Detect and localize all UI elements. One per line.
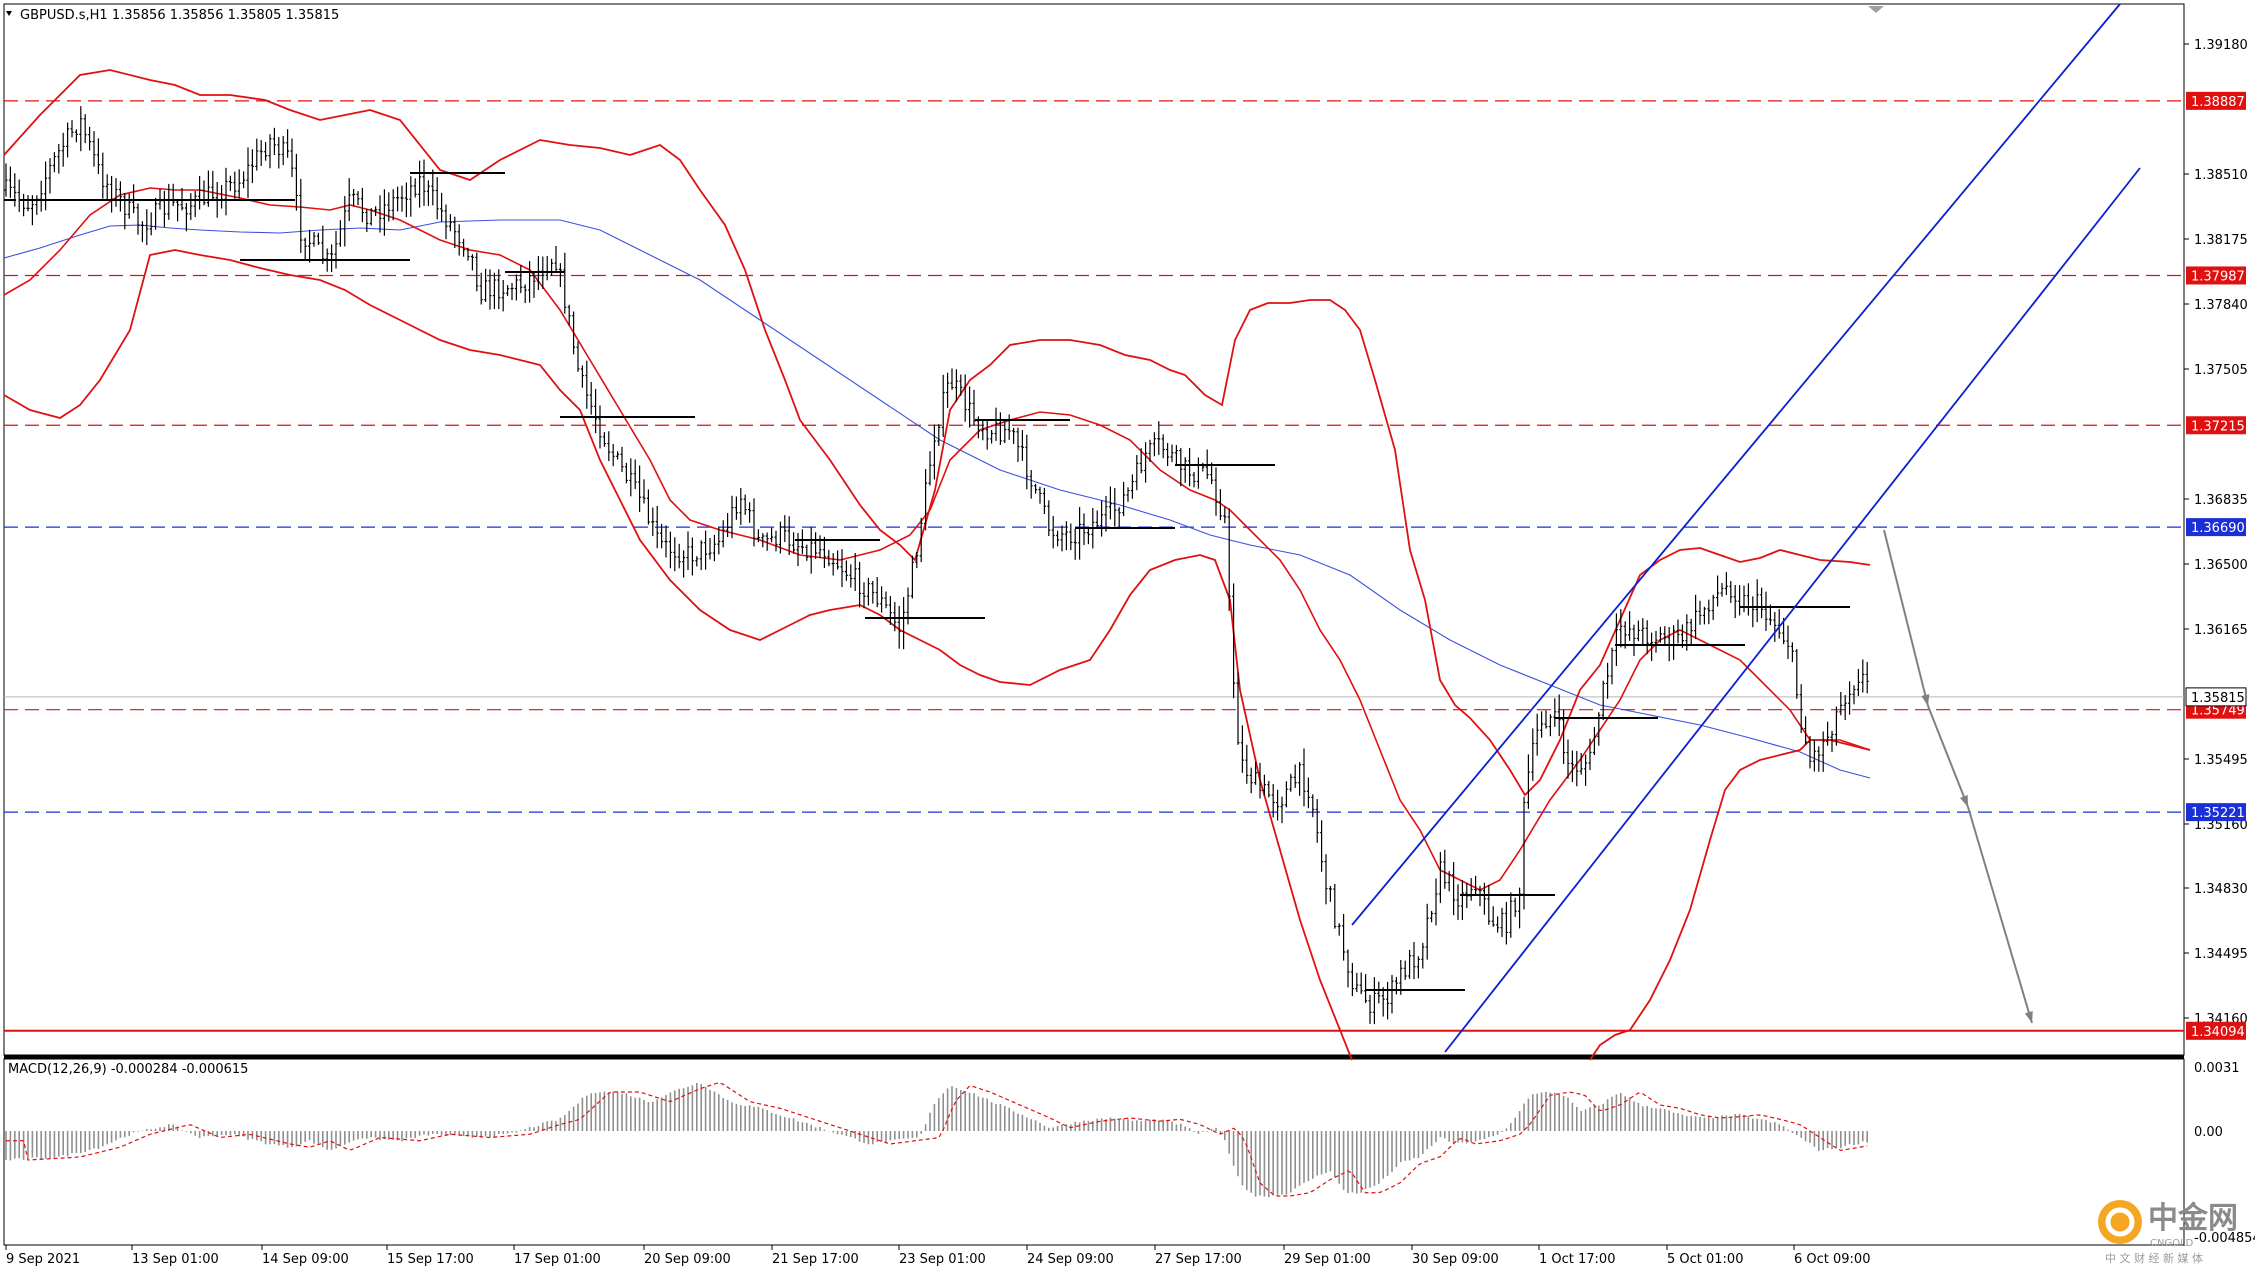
symbol-header: GBPUSD.s,H1 1.35856 1.35856 1.35805 1.35… — [20, 8, 339, 23]
level-price-tag-label: 1.35221 — [2191, 806, 2245, 821]
price-axis-label: 1.34830 — [2194, 882, 2248, 897]
time-axis-label: 17 Sep 01:00 — [514, 1252, 601, 1267]
moving-average-line[interactable] — [3, 219, 1871, 779]
level-price-tag-label: 1.37215 — [2191, 419, 2245, 434]
cngold-logo-icon — [2098, 1200, 2142, 1244]
macd-signal-line[interactable] — [6, 1082, 1868, 1197]
macd-label: MACD(12,26,9) -0.000284 -0.000615 — [8, 1062, 248, 1077]
channel-upper-line[interactable] — [1351, 3, 2121, 926]
price-axis-label: 1.35495 — [2194, 753, 2248, 768]
projection-arrow[interactable] — [1927, 705, 1969, 808]
price-axis-label: 1.35160 — [2194, 818, 2248, 833]
price-axis-label: 1.36835 — [2194, 493, 2248, 508]
price-axis-label: 1.38510 — [2194, 168, 2248, 183]
time-axis-label: 14 Sep 09:00 — [262, 1252, 349, 1267]
level-price-tag[interactable] — [2186, 266, 2246, 285]
price-axis-label: 1.39180 — [2194, 38, 2248, 53]
level-price-tag-label: 1.35749 — [2191, 704, 2245, 719]
cngold-logo-swirl — [2105, 1207, 2135, 1237]
watermark-tagline: 中 文 财 经 新 媒 体 — [2105, 1251, 2203, 1265]
time-axis-label: 6 Oct 09:00 — [1794, 1252, 1870, 1267]
price-axis-label: 1.36500 — [2194, 558, 2248, 573]
level-price-tag-label: 1.34094 — [2191, 1025, 2245, 1040]
level-price-tag-label: 1.37987 — [2191, 269, 2245, 284]
price-axis-label: 1.38175 — [2194, 233, 2248, 248]
watermark-sub: CNGOLD — [2150, 1238, 2194, 1249]
arrow-head-icon — [1921, 694, 1930, 706]
time-axis-label: 1 Oct 17:00 — [1539, 1252, 1615, 1267]
time-axis-label: 30 Sep 09:00 — [1412, 1252, 1499, 1267]
current-price-tag[interactable] — [2185, 687, 2247, 707]
level-price-tag[interactable] — [2186, 803, 2246, 822]
bollinger-lower-band[interactable] — [3, 249, 1353, 1061]
arrow-head-icon — [1960, 795, 1968, 807]
macd-axis-label: 0.0031 — [2194, 1061, 2240, 1076]
level-price-tag[interactable] — [2186, 416, 2246, 435]
macd-axis-label: -0.004854 — [2194, 1231, 2255, 1246]
price-axis-label: 1.34495 — [2194, 947, 2248, 962]
arrow-head-icon — [2024, 1011, 2033, 1023]
level-price-tag[interactable] — [2186, 91, 2246, 110]
time-axis-label: 13 Sep 01:00 — [132, 1252, 219, 1267]
scroll-marker-icon[interactable] — [1868, 6, 1884, 13]
time-axis-label: 21 Sep 17:00 — [772, 1252, 859, 1267]
price-axis-label: 1.36165 — [2194, 623, 2248, 638]
level-price-tag[interactable] — [2186, 1021, 2246, 1040]
macd-axis-label: 0.00 — [2194, 1125, 2223, 1140]
time-axis-label: 27 Sep 17:00 — [1155, 1252, 1242, 1267]
time-axis-label: 23 Sep 01:00 — [899, 1252, 986, 1267]
level-price-tag[interactable] — [2186, 518, 2246, 537]
level-price-tag-label: 1.38887 — [2191, 95, 2245, 110]
bollinger-upper-band[interactable] — [3, 69, 1871, 797]
current-price-tag-label: 1.35815 — [2191, 691, 2245, 706]
time-axis-label: 24 Sep 09:00 — [1027, 1252, 1114, 1267]
time-axis-label: 15 Sep 17:00 — [387, 1252, 474, 1267]
level-price-tag-label: 1.36690 — [2191, 521, 2245, 536]
time-axis-label: 29 Sep 01:00 — [1284, 1252, 1371, 1267]
dropdown-triangle-icon[interactable] — [6, 11, 12, 16]
bollinger-middle-band[interactable] — [3, 187, 1871, 891]
projection-arrow[interactable] — [1883, 529, 1929, 707]
time-axis-label: 9 Sep 2021 — [6, 1252, 80, 1267]
time-axis-label: 5 Oct 01:00 — [1667, 1252, 1743, 1267]
macd-plot-frame — [3, 1058, 2185, 1246]
time-axis-label: 20 Sep 09:00 — [644, 1252, 731, 1267]
channel-lower-line[interactable] — [1444, 167, 2141, 1053]
main-plot-frame — [3, 3, 2185, 1056]
watermark-text: 中金网 — [2148, 1201, 2238, 1236]
price-axis-label: 1.37840 — [2194, 298, 2248, 313]
price-axis-label: 1.37505 — [2194, 363, 2248, 378]
projection-arrow[interactable] — [1967, 806, 2033, 1024]
